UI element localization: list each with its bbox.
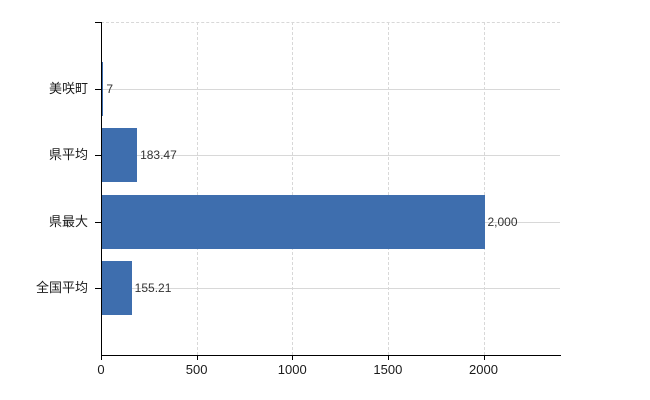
y-axis-top-tick bbox=[95, 22, 101, 23]
x-axis-tick bbox=[196, 355, 198, 360]
gridline-horizontal bbox=[101, 155, 560, 157]
y-axis-tick bbox=[95, 155, 101, 157]
bar-value-label: 7 bbox=[106, 81, 114, 96]
x-axis-tick bbox=[483, 355, 485, 360]
bar bbox=[102, 61, 104, 116]
bar bbox=[102, 194, 485, 249]
y-axis-tick bbox=[95, 221, 101, 223]
category-label: 県平均 bbox=[48, 147, 88, 163]
gridline-vertical bbox=[483, 22, 485, 355]
bar-value-label: 183.47 bbox=[140, 148, 177, 163]
gridline-vertical bbox=[387, 22, 389, 355]
x-tick-label: 2000 bbox=[469, 362, 498, 377]
plot-top-border bbox=[101, 22, 560, 23]
category-label: 美咲町 bbox=[48, 80, 88, 96]
bar-value-label: 155.21 bbox=[134, 281, 172, 296]
y-axis-tick bbox=[95, 288, 101, 290]
y-axis-line bbox=[101, 22, 102, 355]
x-tick-label: 0 bbox=[97, 362, 105, 377]
gridline-vertical bbox=[292, 22, 294, 355]
category-label: 県最大 bbox=[48, 213, 88, 229]
gridline-vertical bbox=[196, 22, 198, 355]
bar bbox=[102, 128, 138, 183]
x-axis-tick bbox=[292, 355, 294, 360]
category-label: 全国平均 bbox=[35, 280, 88, 296]
gridline-horizontal bbox=[101, 288, 560, 290]
x-tick-label: 500 bbox=[185, 362, 208, 377]
x-axis-tick bbox=[387, 355, 389, 360]
x-tick-label: 1000 bbox=[277, 362, 307, 377]
bar-value-label: 2,000 bbox=[487, 214, 518, 229]
x-tick-label: 1500 bbox=[373, 362, 403, 377]
x-axis-tick bbox=[101, 355, 102, 360]
gridline-horizontal bbox=[101, 88, 560, 90]
x-axis-line bbox=[101, 355, 561, 356]
bar bbox=[102, 261, 132, 316]
y-axis-tick bbox=[95, 88, 101, 90]
